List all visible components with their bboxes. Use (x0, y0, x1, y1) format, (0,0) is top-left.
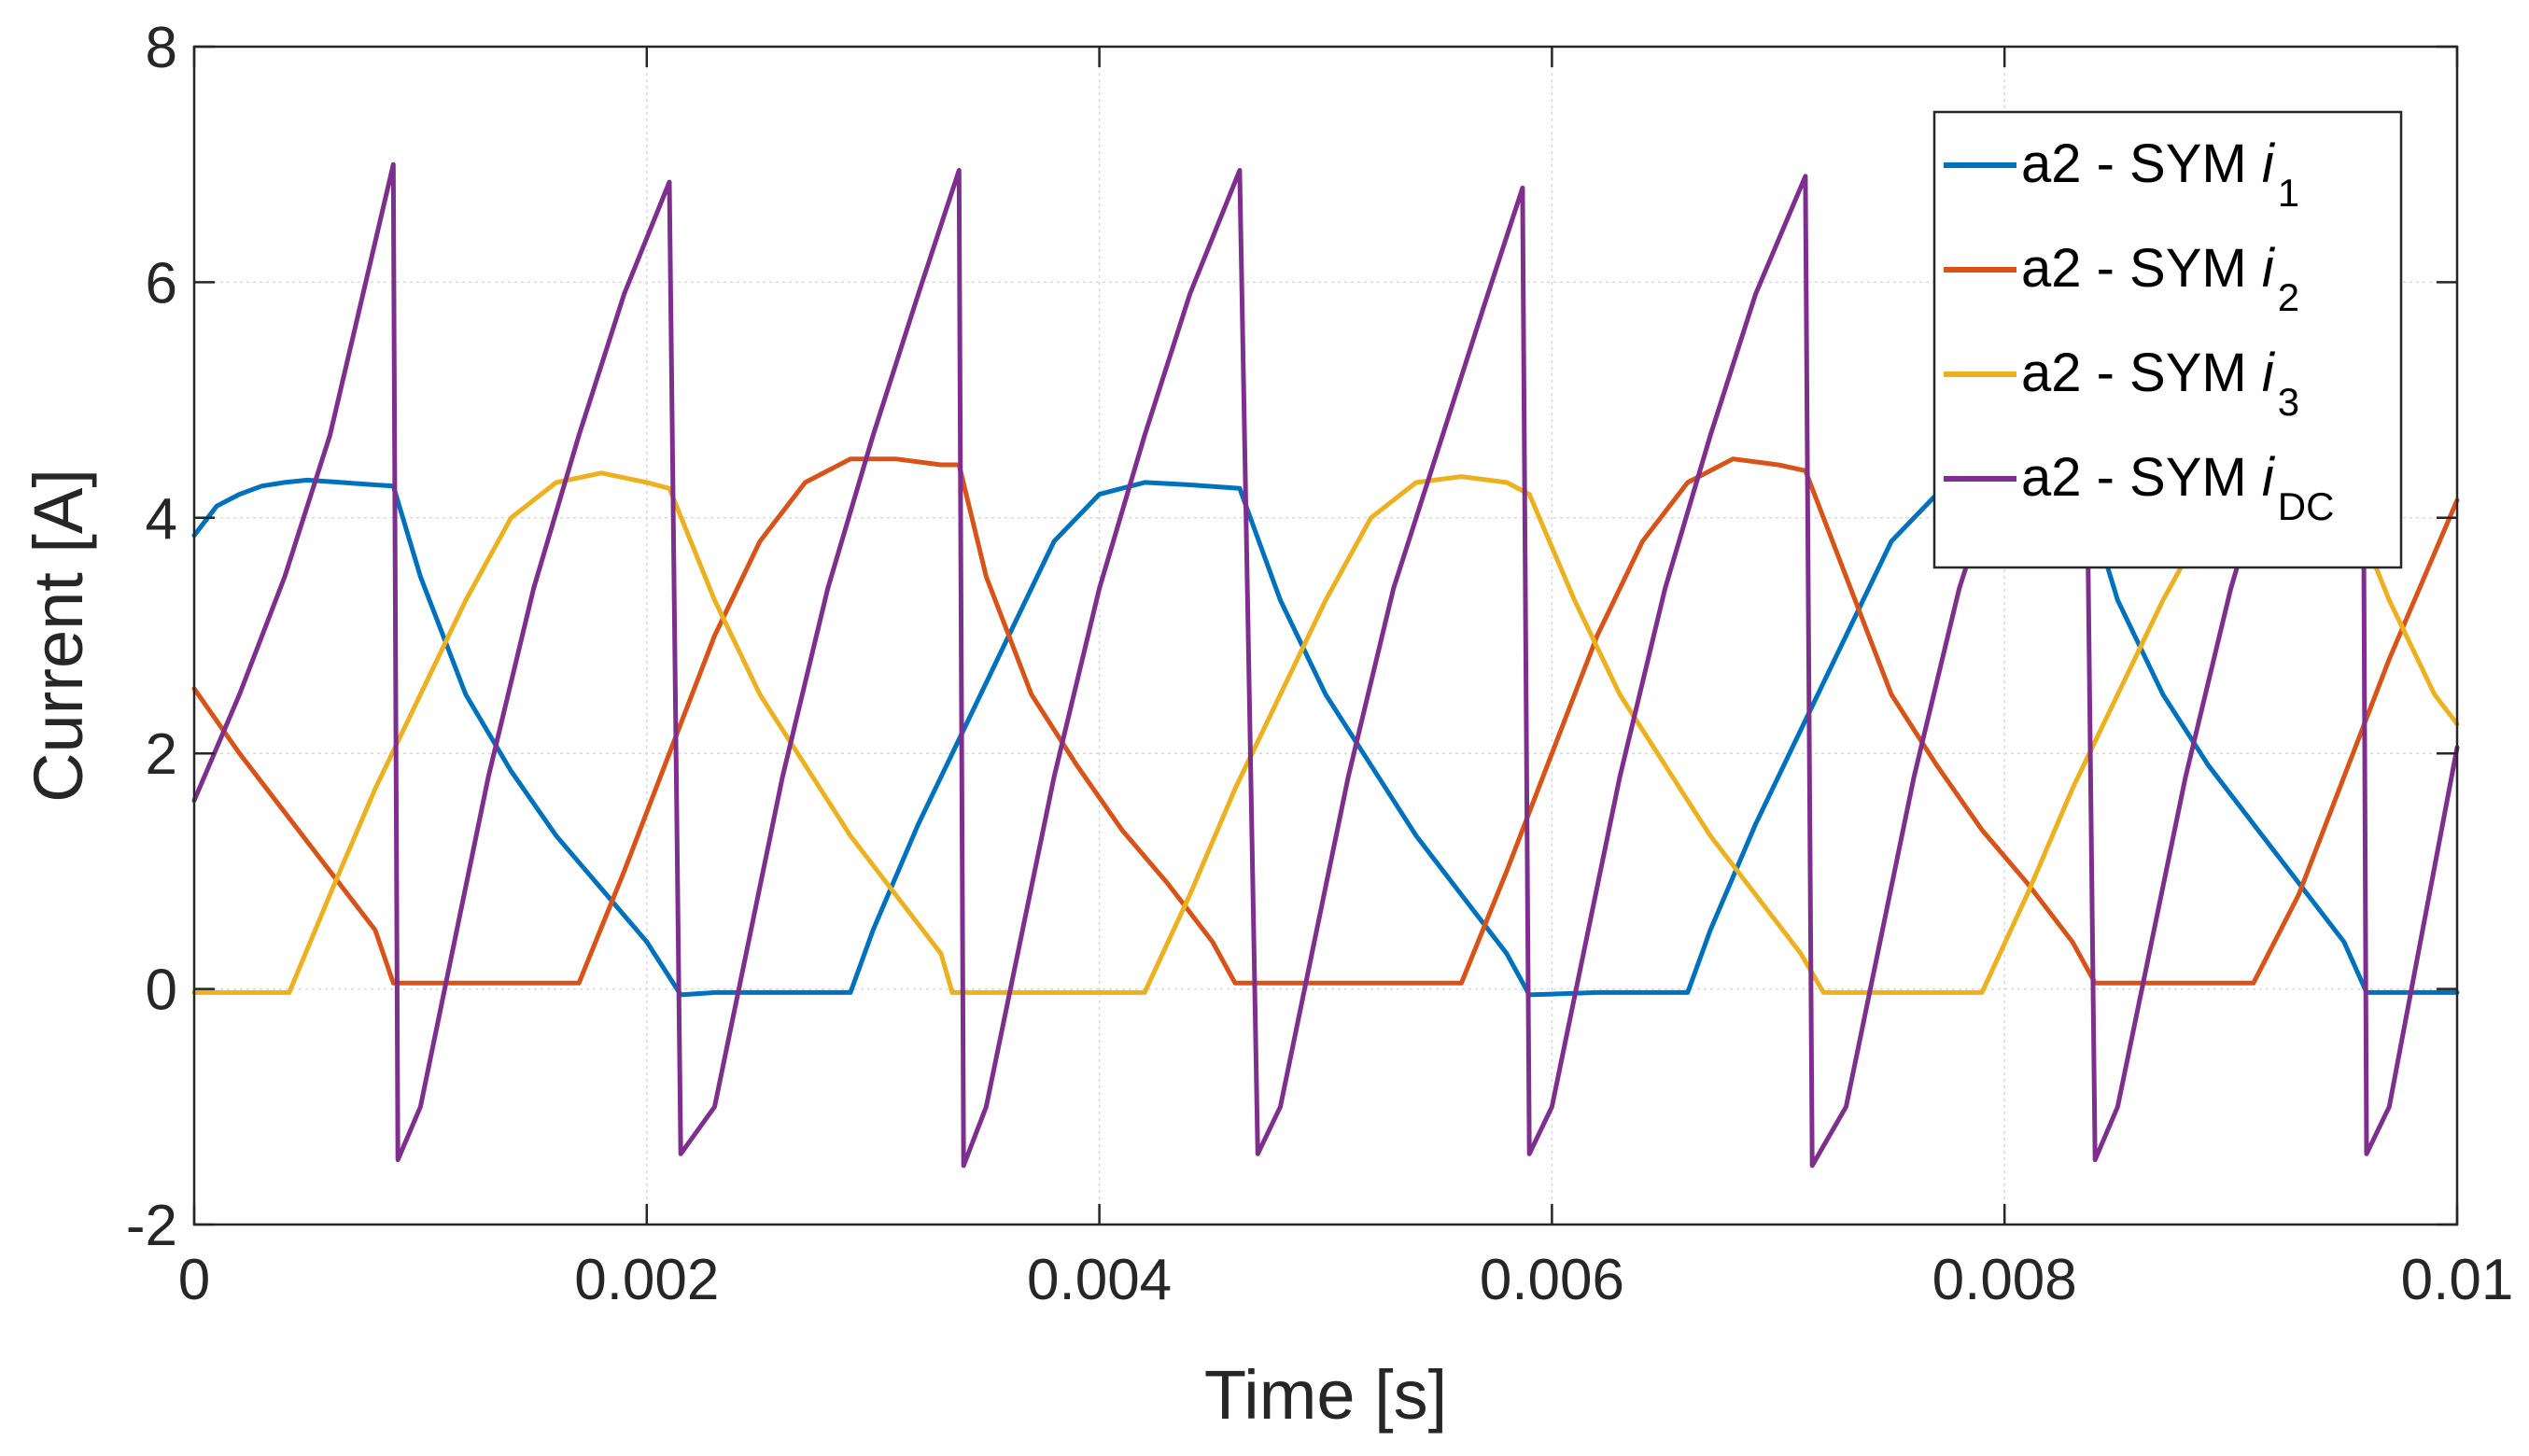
y-tick-label: 4 (146, 487, 177, 552)
y-tick-label: 8 (146, 16, 177, 80)
plot-frame (192, 45, 2459, 1226)
x-tick-label: 0.006 (1480, 1248, 1624, 1312)
y-tick-label: 6 (146, 251, 177, 315)
legend-label-1: a2 - SYM i1 (2021, 133, 2299, 215)
y-axis-title: Current [A] (20, 469, 97, 803)
x-tick-label: 0.004 (1027, 1248, 1172, 1312)
y-tick-label: 2 (146, 722, 177, 787)
series-line-3 (191, 470, 2460, 995)
x-tick-label: 0 (178, 1248, 210, 1312)
series-line-4 (191, 161, 2460, 1169)
x-tick-label: 0.01 (2401, 1248, 2514, 1312)
legend-label-2: a2 - SYM i2 (2021, 238, 2299, 319)
legend-label-3: a2 - SYM i3 (2021, 343, 2299, 424)
x-tick-label: 0.008 (1932, 1248, 2077, 1312)
x-axis-title: Time [s] (1204, 1356, 1447, 1434)
axis-ticks (192, 45, 2459, 1226)
series-line-2 (191, 456, 2460, 986)
y-tick-label: 0 (146, 959, 177, 1023)
legend: a2 - SYM i1 a2 - SYM i2 a2 - SYM i3 a2 - SY… (1932, 110, 2403, 569)
legend-box (1932, 110, 2403, 569)
legend-label-4: a2 - SYM iDC (2021, 447, 2334, 528)
y-tick-label: -2 (126, 1194, 177, 1258)
x-tick-label: 0.002 (574, 1248, 719, 1312)
